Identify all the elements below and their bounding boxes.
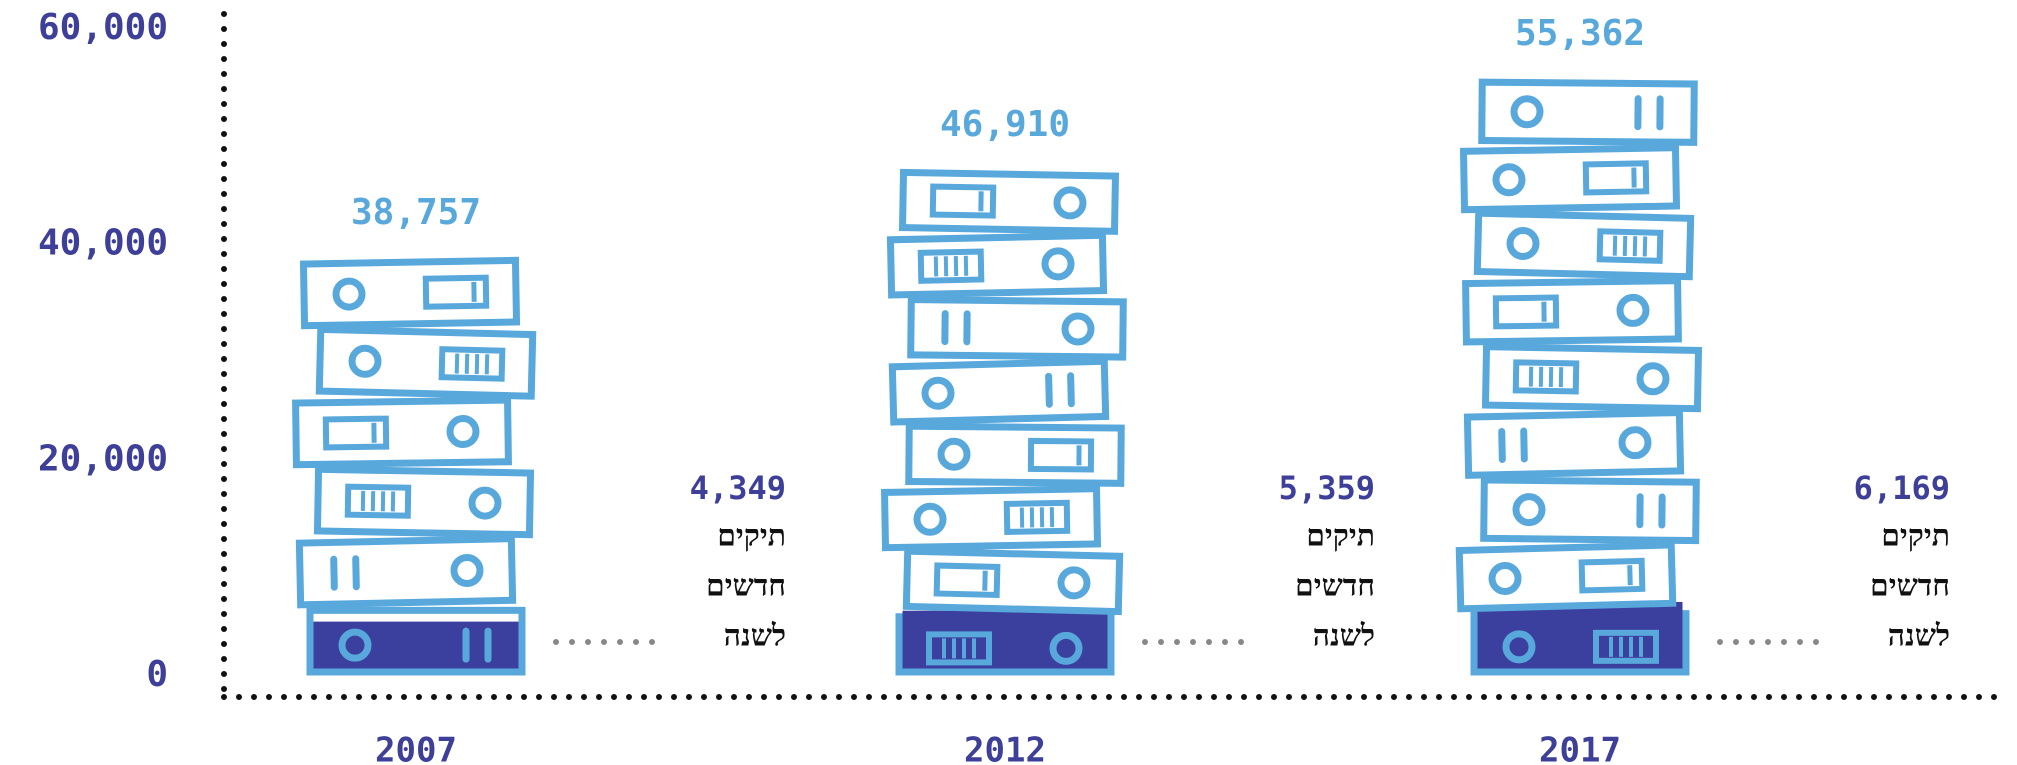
new-label: חדשים: [1870, 569, 1950, 604]
binder-bar: [1045, 372, 1053, 408]
binder-label: [1596, 228, 1664, 264]
binder-ring: [1057, 566, 1091, 600]
binder: [313, 465, 535, 539]
binder-label: [926, 631, 992, 666]
binder-label: [933, 562, 1001, 599]
binder-label: [322, 415, 390, 451]
binder-label: [1027, 437, 1095, 473]
new-label: תיקים: [1306, 519, 1375, 554]
new-label: תיקים: [717, 519, 786, 554]
binder: [1463, 409, 1685, 479]
binder-ring: [450, 553, 484, 587]
binder: [880, 485, 1102, 552]
x-tick-label: 2007: [375, 731, 457, 765]
binder: [1462, 277, 1682, 346]
new-label: לשנה: [1313, 619, 1375, 654]
new-value-label: 5,359: [1279, 469, 1375, 507]
binder-bar: [330, 555, 338, 591]
binder: [886, 231, 1108, 299]
binder-ring: [913, 502, 947, 536]
binder-ring: [1512, 493, 1546, 527]
binder-label: [917, 248, 985, 284]
binder: [295, 535, 517, 609]
value-label: 55,362: [1515, 13, 1645, 54]
new-value-label: 6,169: [1854, 469, 1950, 507]
binder-label: [1003, 499, 1071, 535]
binder-label: [1582, 160, 1650, 196]
binder: [1473, 209, 1695, 281]
binder-label: [1578, 557, 1646, 594]
binder: [1470, 601, 1690, 676]
binder-stack: [880, 168, 1127, 676]
binder: [299, 256, 521, 330]
binder-label: [1593, 629, 1659, 664]
binder: [306, 606, 526, 676]
binder-ring: [338, 628, 372, 662]
binder: [1480, 476, 1700, 545]
new-value-label: 4,349: [690, 469, 786, 507]
new-label: חדשים: [706, 569, 786, 604]
binder-bar: [1498, 427, 1506, 463]
y-tick-label: 60,000: [38, 7, 168, 48]
binder-label-line: [1627, 565, 1633, 586]
binder: [905, 422, 1125, 487]
binder-label: [929, 183, 997, 219]
binder-ring: [446, 415, 480, 449]
binder: [902, 547, 1124, 616]
new-label: חדשים: [1295, 569, 1375, 604]
binder: [907, 296, 1127, 361]
binder: [292, 396, 512, 469]
y-tick-label: 40,000: [38, 223, 168, 264]
binder: [1459, 144, 1681, 214]
binder-label: [344, 483, 412, 519]
binder-stack: [292, 256, 537, 676]
binder-ring: [1053, 186, 1087, 220]
binder-ring: [1618, 426, 1652, 460]
value-label: 38,757: [351, 192, 481, 233]
binder-ring: [1510, 95, 1544, 129]
x-tick-label: 2012: [964, 731, 1046, 765]
binder-ring: [1041, 247, 1075, 281]
binder-ring: [348, 344, 382, 378]
binder-label: [1512, 359, 1580, 395]
binder: [1481, 343, 1703, 413]
binder-ring: [921, 376, 955, 410]
binder-ring: [1049, 631, 1083, 665]
binder-ring: [1636, 362, 1670, 396]
binder: [888, 357, 1110, 426]
binder-body: [295, 535, 517, 609]
new-label: לשנה: [724, 619, 786, 654]
binder-ring: [1506, 226, 1540, 260]
new-label: לשנה: [1888, 619, 1950, 654]
binder-ring: [1502, 630, 1536, 664]
binder-ring: [937, 437, 971, 471]
binder-bar: [1067, 372, 1075, 408]
binder: [1455, 541, 1677, 613]
binder-label: [1492, 294, 1560, 330]
binder: [1478, 78, 1698, 146]
binder-ring: [1061, 312, 1095, 346]
binder-ring: [1616, 293, 1650, 327]
binder-bar: [352, 555, 360, 591]
new-files: [313, 621, 519, 669]
y-tick-label: 20,000: [38, 438, 168, 479]
binder-bar: [1520, 427, 1528, 463]
binder-label: [422, 274, 490, 310]
y-tick-label: 0: [146, 654, 168, 695]
new-label: תיקים: [1881, 519, 1950, 554]
binder-ring: [468, 486, 502, 520]
binder: [898, 168, 1120, 235]
binder-ring: [1488, 561, 1522, 595]
binder-ring: [1492, 163, 1526, 197]
binder-ring: [332, 277, 366, 311]
value-label: 46,910: [940, 104, 1070, 145]
binder: [895, 610, 1115, 676]
binder-stack: [1455, 78, 1703, 676]
x-tick-label: 2017: [1539, 731, 1621, 765]
binder: [315, 325, 537, 400]
binder-label: [438, 346, 506, 382]
